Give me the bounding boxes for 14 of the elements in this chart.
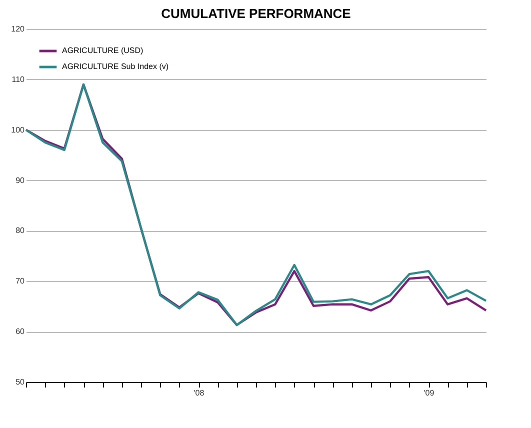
y-tick-label: 100 — [11, 125, 26, 134]
x-tick-label: '08 — [194, 388, 205, 398]
y-tick-label: 110 — [12, 74, 26, 84]
x-tick-label: '09 — [424, 388, 435, 398]
legend-label: AGRICULTURE Sub Index (v) — [62, 62, 169, 71]
y-tick-label: 80 — [16, 226, 26, 236]
legend-label: AGRICULTURE (USD) — [62, 46, 144, 55]
line-series — [24, 83, 488, 326]
chart-title: CUMULATIVE PERFORMANCE — [161, 6, 352, 21]
y-tick-label: 50 — [16, 378, 26, 386]
y-tick-label: 120 — [11, 24, 26, 34]
y-tick-label: 90 — [16, 176, 26, 185]
y-tick-label: 70 — [16, 276, 26, 286]
y-tick-label: 60 — [16, 327, 26, 336]
